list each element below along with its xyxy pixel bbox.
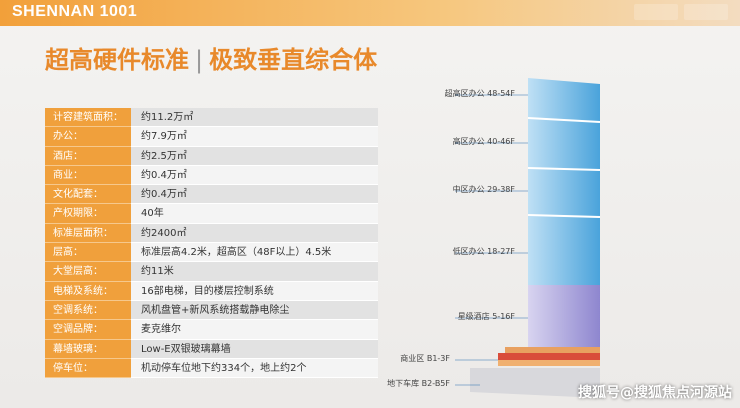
table-row: 酒店： 约2.5万㎡ bbox=[45, 146, 378, 166]
table-row: 空调品牌： 麦克维尔 bbox=[45, 320, 378, 340]
table-row: 电梯及系统： 16部电梯，目的楼层控制系统 bbox=[45, 281, 378, 301]
row-value: 约2400㎡ bbox=[131, 223, 378, 244]
floor-label: 低区办公 18-27F bbox=[452, 247, 515, 256]
logos bbox=[634, 4, 728, 20]
row-label: 产权期限： bbox=[45, 204, 131, 224]
table-row: 空调系统： 风机盘管+新风系统搭载静电除尘 bbox=[45, 300, 378, 321]
row-value: 麦克维尔 bbox=[131, 320, 378, 340]
row-value: 40年 bbox=[131, 204, 378, 224]
row-value: Low-E双银玻璃幕墙 bbox=[131, 339, 378, 359]
title-separator: | bbox=[195, 46, 204, 74]
table-row: 商业： 约0.4万㎡ bbox=[45, 165, 378, 186]
table-row: 层高： 标准层高4.2米，超高区（48F以上）4.5米 bbox=[45, 243, 378, 263]
row-value: 约2.5万㎡ bbox=[131, 146, 378, 166]
table-row: 计容建筑面积： 约11.2万㎡ bbox=[45, 108, 378, 128]
row-value: 风机盘管+新风系统搭载静电除尘 bbox=[131, 300, 378, 321]
row-value: 标准层高4.2米，超高区（48F以上）4.5米 bbox=[131, 243, 378, 263]
row-label: 层高： bbox=[45, 243, 131, 263]
row-value: 约11米 bbox=[131, 262, 378, 282]
row-value: 16部电梯，目的楼层控制系统 bbox=[131, 281, 378, 301]
row-label: 计容建筑面积： bbox=[45, 108, 131, 128]
header-bar: SHENNAN 1001 bbox=[0, 0, 740, 26]
row-value: 约0.4万㎡ bbox=[131, 185, 378, 205]
table-row: 办公： 约7.9万㎡ bbox=[45, 127, 378, 147]
table-row: 停车位： 机动停车位地下约334个，地上约2个 bbox=[45, 358, 378, 379]
floor-label: 商业区 B1-3F bbox=[400, 354, 450, 363]
slide-title: 超高硬件标准 | 极致垂直综合体 bbox=[45, 40, 377, 75]
row-label: 空调品牌： bbox=[45, 320, 131, 340]
row-label: 商业： bbox=[45, 165, 131, 186]
floor-label: 超高区办公 48-54F bbox=[444, 89, 515, 98]
watermark: 搜狐号@搜狐焦点河源站 bbox=[578, 385, 732, 401]
table-row: 大堂层高： 约11米 bbox=[45, 262, 378, 282]
row-label: 幕墙玻璃： bbox=[45, 339, 131, 359]
floor-label: 地下车库 B2-B5F bbox=[387, 379, 450, 388]
header-title: SHENNAN 1001 bbox=[12, 3, 138, 20]
title-right: 极致垂直综合体 bbox=[209, 46, 378, 74]
row-value: 约11.2万㎡ bbox=[131, 108, 378, 128]
table-row: 标准层面积： 约2400㎡ bbox=[45, 223, 378, 244]
row-label: 标准层面积： bbox=[45, 223, 131, 244]
row-label: 文化配套： bbox=[45, 185, 131, 205]
row-label: 办公： bbox=[45, 127, 131, 147]
table-row: 幕墙玻璃： Low-E双银玻璃幕墙 bbox=[45, 339, 378, 359]
table-row: 文化配套： 约0.4万㎡ bbox=[45, 185, 378, 205]
floor-label: 高区办公 40-46F bbox=[452, 137, 515, 146]
row-label: 大堂层高： bbox=[45, 262, 131, 282]
row-value: 约0.4万㎡ bbox=[131, 165, 378, 186]
row-label: 停车位： bbox=[45, 358, 131, 379]
spec-table: 计容建筑面积： 约11.2万㎡ 办公： 约7.9万㎡ 酒店： 约2.5万㎡ 商业： 约0.4万… bbox=[45, 108, 378, 379]
row-label: 酒店： bbox=[45, 146, 131, 166]
table-row: 产权期限： 40年 bbox=[45, 204, 378, 224]
row-value: 机动停车位地下约334个，地上约2个 bbox=[131, 358, 378, 379]
floor-label: 星级酒店 5-16F bbox=[457, 312, 515, 321]
floor-label: 中区办公 29-38F bbox=[452, 185, 515, 194]
row-label: 电梯及系统： bbox=[45, 281, 131, 301]
title-left: 超高硬件标准 bbox=[45, 46, 189, 74]
row-label: 空调系统： bbox=[45, 300, 131, 321]
row-value: 约7.9万㎡ bbox=[131, 127, 378, 147]
